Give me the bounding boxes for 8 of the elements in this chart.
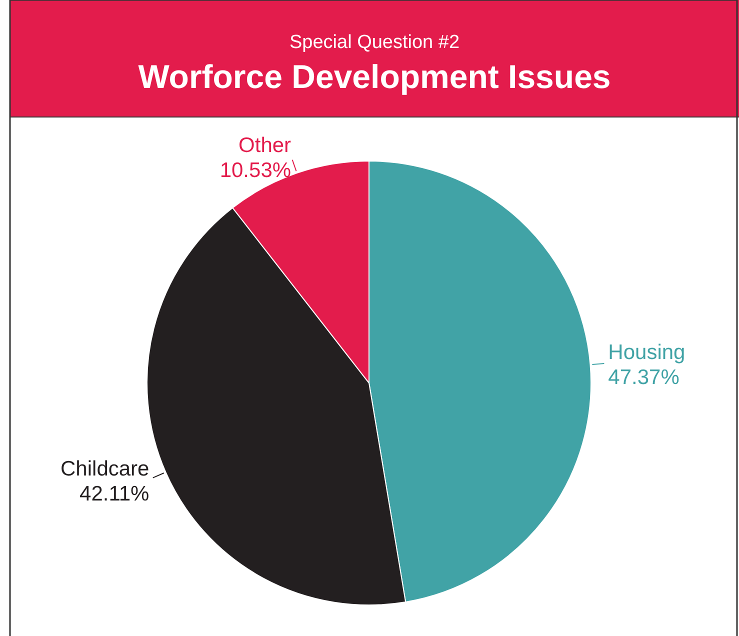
slice-label: Housing bbox=[608, 341, 686, 364]
chart-subtitle: Special Question #2 bbox=[289, 32, 460, 53]
slice-label: Childcare bbox=[60, 457, 150, 480]
data-label: 47.37% bbox=[608, 366, 680, 390]
data-label: 42.11% bbox=[80, 482, 150, 506]
data-label: 10.53% bbox=[220, 159, 292, 182]
slice-label: Other bbox=[238, 134, 292, 158]
chart-title: Worforce Development Issues bbox=[138, 58, 611, 95]
